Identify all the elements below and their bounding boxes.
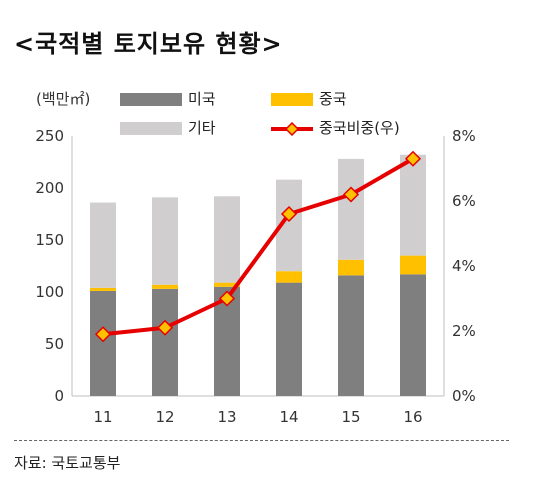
y-tick-label: 250 xyxy=(35,127,64,145)
y2-tick-label: 0% xyxy=(452,387,476,405)
bar-china xyxy=(90,287,116,291)
y2-tick-label: 2% xyxy=(452,322,476,340)
bar-china xyxy=(338,259,364,276)
source-divider xyxy=(14,440,509,441)
bar-other xyxy=(400,154,426,256)
y2-tick-label: 8% xyxy=(452,127,476,145)
legend-label-china-share: 중국비중(우) xyxy=(319,119,400,137)
y-axis-unit-label: (백만㎡) xyxy=(36,90,91,108)
x-tick-label: 15 xyxy=(341,408,360,426)
legend-swatch-china xyxy=(271,93,313,106)
bar-other xyxy=(214,196,240,283)
bar-china xyxy=(400,255,426,275)
y2-tick-label: 4% xyxy=(452,257,476,275)
source-note: 자료: 국토교통부 xyxy=(14,454,121,472)
legend-item-us: 미국 xyxy=(120,88,216,109)
legend-item-other: 기타 xyxy=(120,117,216,138)
legend-label-china: 중국 xyxy=(319,90,347,108)
bar-china xyxy=(276,271,302,283)
y-tick-label: 150 xyxy=(35,231,64,249)
china-share-point xyxy=(404,150,422,167)
bar-us xyxy=(400,274,426,396)
bar-other xyxy=(90,202,116,288)
china-share-point xyxy=(156,319,174,336)
china-share-point xyxy=(218,290,236,307)
x-tick-label: 12 xyxy=(155,408,174,426)
china-share-line xyxy=(102,157,414,337)
bar-us xyxy=(152,288,178,396)
legend-swatch-other xyxy=(120,122,182,135)
legend-item-china-share: 중국비중(우) xyxy=(271,117,400,138)
bar-us xyxy=(338,275,364,396)
legend-swatch-us xyxy=(120,93,182,106)
y2-tick-label: 6% xyxy=(452,192,476,210)
x-tick-label: 16 xyxy=(403,408,422,426)
x-tick-label: 13 xyxy=(217,408,236,426)
y-tick-label: 200 xyxy=(35,179,64,197)
y-tick-label: 0 xyxy=(54,387,64,405)
bar-china xyxy=(214,282,240,287)
legend-label-other: 기타 xyxy=(188,119,216,137)
x-tick-label: 11 xyxy=(93,408,112,426)
bar-other xyxy=(338,158,364,260)
legend-swatch-china-share xyxy=(271,121,313,136)
y-tick-label: 100 xyxy=(35,283,64,301)
chart-title: <국적별 토지보유 현황> xyxy=(14,30,283,58)
y-tick-label: 50 xyxy=(45,335,64,353)
legend-label-us: 미국 xyxy=(188,90,216,108)
legend-item-china: 중국 xyxy=(271,88,347,109)
china-share-point xyxy=(280,205,298,223)
china-share-point xyxy=(342,186,360,203)
china-share-point xyxy=(94,326,112,343)
bar-china xyxy=(152,284,178,289)
bar-us xyxy=(276,282,302,396)
bar-us xyxy=(90,290,116,396)
x-tick-label: 14 xyxy=(279,408,298,426)
chart-plot: 0 50 100 150 200 250 0% 2% 4% 6% 8% 11 12 13 14 15 16 xyxy=(35,127,476,426)
bar-other xyxy=(152,197,178,285)
